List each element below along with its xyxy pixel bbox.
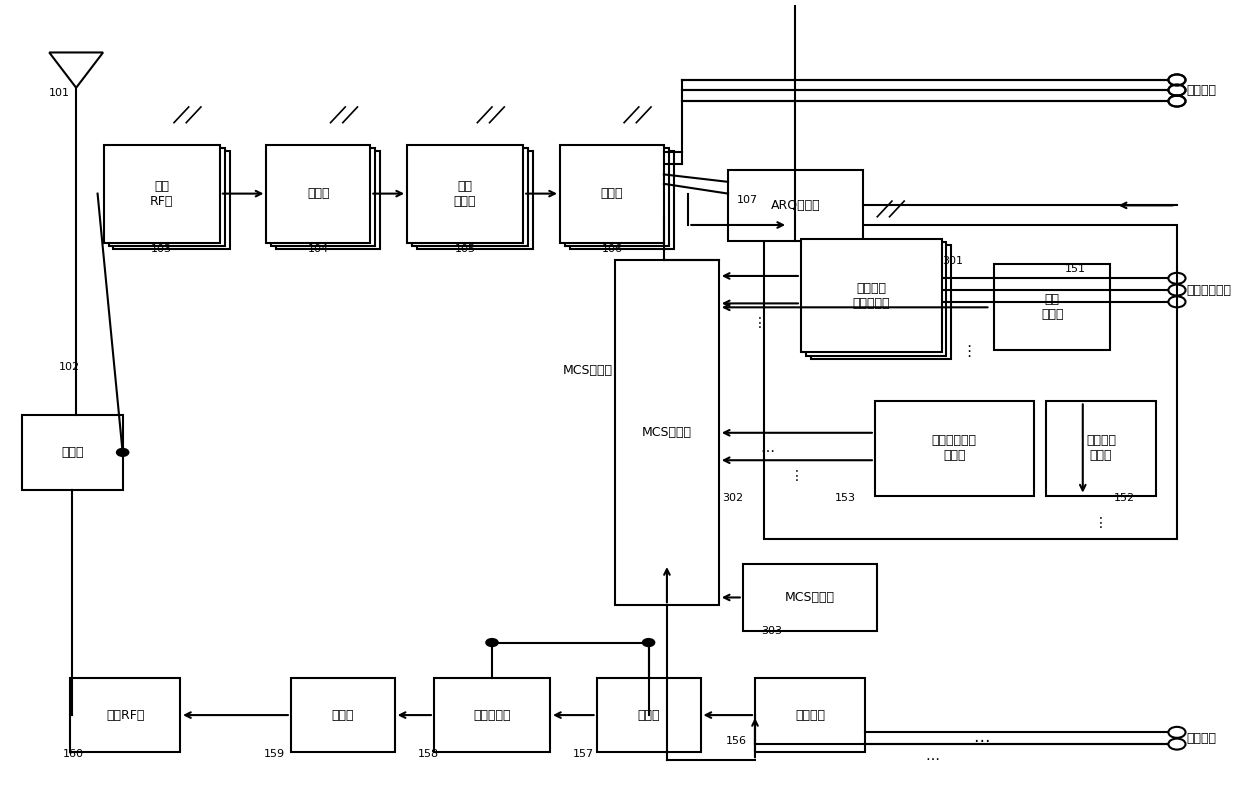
Bar — [69, 678, 180, 752]
Text: 接收
RF部: 接收 RF部 — [150, 180, 174, 207]
Circle shape — [117, 448, 129, 456]
Bar — [407, 145, 523, 242]
Bar — [434, 678, 551, 752]
Bar — [109, 148, 224, 246]
Text: 纠错编码部: 纠错编码部 — [474, 708, 511, 722]
Text: …: … — [761, 441, 775, 456]
Text: MCS选择部: MCS选择部 — [563, 363, 613, 377]
Text: 104: 104 — [308, 244, 329, 254]
Bar — [764, 225, 1177, 539]
Bar — [114, 151, 229, 249]
Text: 102: 102 — [60, 362, 81, 372]
Text: 303: 303 — [761, 626, 782, 636]
Text: 服务类别
判定部: 服务类别 判定部 — [1086, 435, 1116, 463]
Bar — [417, 151, 533, 249]
Bar — [728, 170, 863, 241]
Bar — [564, 148, 668, 246]
Text: 105: 105 — [455, 244, 476, 254]
Text: 159: 159 — [264, 749, 285, 758]
Text: ⋮: ⋮ — [961, 344, 977, 359]
Text: ⋮: ⋮ — [753, 316, 766, 330]
Text: 发送信号: 发送信号 — [1187, 732, 1216, 745]
Text: 301: 301 — [942, 256, 963, 266]
Bar — [801, 238, 941, 352]
Text: 103: 103 — [151, 244, 172, 254]
Bar — [272, 148, 376, 246]
Text: 157: 157 — [573, 749, 594, 758]
Text: ⋮: ⋮ — [1094, 516, 1109, 530]
Text: 调制部: 调制部 — [331, 708, 355, 722]
Text: 无线线路
质量估计部: 无线线路 质量估计部 — [852, 281, 890, 309]
Bar — [743, 564, 877, 630]
Bar — [291, 678, 394, 752]
Text: 发送RF部: 发送RF部 — [105, 708, 144, 722]
Bar — [755, 678, 866, 752]
Bar — [875, 401, 1034, 495]
Text: ⋮: ⋮ — [790, 469, 804, 483]
Bar — [267, 145, 371, 242]
Text: 106: 106 — [601, 244, 622, 254]
Text: 152: 152 — [1114, 493, 1135, 503]
Text: 160: 160 — [63, 749, 84, 758]
Bar — [615, 260, 719, 605]
Text: MCS选择表: MCS选择表 — [785, 591, 835, 604]
Bar — [811, 245, 951, 359]
Text: 101: 101 — [50, 87, 71, 98]
Text: MCS选择部: MCS选择部 — [642, 426, 692, 440]
Text: 复用部: 复用部 — [637, 708, 660, 722]
Bar — [22, 415, 123, 490]
Bar — [1047, 401, 1156, 495]
Bar — [412, 148, 528, 246]
Text: 发送队列: 发送队列 — [795, 708, 825, 722]
Text: 最多重发次数
设定部: 最多重发次数 设定部 — [931, 435, 977, 463]
Text: 107: 107 — [737, 195, 758, 205]
Text: ⋯: ⋯ — [973, 732, 990, 750]
Text: 153: 153 — [835, 493, 856, 503]
Bar — [569, 151, 673, 249]
Text: ARQ控制部: ARQ控制部 — [770, 199, 820, 212]
Circle shape — [486, 638, 498, 646]
Text: 用户
判定部: 用户 判定部 — [1040, 293, 1064, 321]
Text: 发送功率信息: 发送功率信息 — [1187, 284, 1231, 297]
Bar — [277, 151, 381, 249]
Text: 158: 158 — [418, 749, 439, 758]
Bar — [806, 242, 946, 355]
Bar — [560, 145, 663, 242]
Text: 纠错
解码部: 纠错 解码部 — [454, 180, 476, 207]
Bar — [596, 678, 701, 752]
Text: 156: 156 — [727, 736, 748, 746]
Text: 分离部: 分离部 — [600, 187, 624, 200]
Text: 共用器: 共用器 — [61, 446, 84, 459]
Text: 接收信号: 接收信号 — [1187, 83, 1216, 97]
Bar — [104, 145, 219, 242]
Text: 解调部: 解调部 — [308, 187, 330, 200]
Text: 151: 151 — [1064, 264, 1085, 274]
Circle shape — [642, 638, 655, 646]
Text: 302: 302 — [722, 493, 743, 503]
Text: …: … — [925, 749, 940, 763]
Bar — [994, 264, 1110, 351]
